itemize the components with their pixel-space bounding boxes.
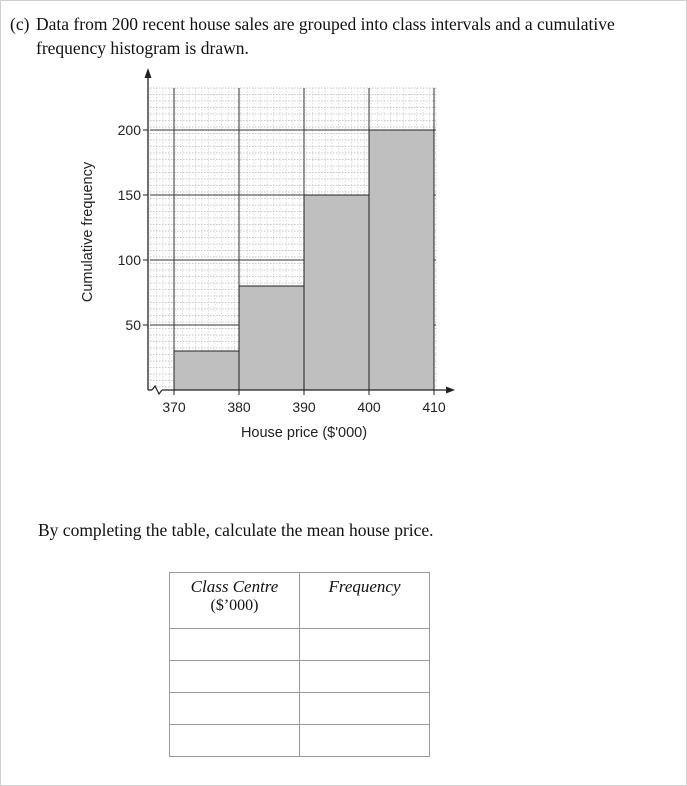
question-line-1: Data from 200 recent house sales are gro… [36,14,615,34]
y-tick-label: 100 [118,252,142,268]
answer-cell[interactable] [169,660,300,693]
y-tick-label: 150 [118,187,142,203]
instruction-text: By completing the table, calculate the m… [38,520,434,540]
x-axis-arrow [446,386,455,394]
histogram-bar [368,129,435,391]
table-row [169,660,430,693]
question-label: (c) [10,14,30,34]
x-tick-label: 400 [357,399,381,415]
histogram-bar [238,285,305,391]
x-axis-break [151,384,163,396]
answer-cell[interactable] [299,628,430,661]
header-class-centre-unit: ($’000) [210,597,259,614]
answer-cell[interactable] [299,692,430,725]
header-frequency: Frequency [299,572,430,629]
x-tick-label: 370 [162,399,186,415]
table-row [169,724,430,757]
answer-table: Class Centre ($’000) Frequency [169,572,430,757]
answer-cell[interactable] [299,724,430,757]
table-row [169,692,430,725]
question-line-2: frequency histogram is drawn. [36,38,249,58]
histogram-bar [173,350,240,391]
y-tick-label: 50 [125,317,141,333]
table-row [169,628,430,661]
y-axis-arrow [144,68,152,78]
answer-cell[interactable] [169,724,300,757]
header-class-centre: Class Centre ($’000) [169,572,300,629]
header-class-centre-label: Class Centre [190,577,279,596]
table-header-row: Class Centre ($’000) Frequency [169,572,430,629]
x-axis-label: House price ($'000) [241,425,367,441]
x-tick-label: 380 [227,399,251,415]
histogram-bar [303,194,370,391]
answer-cell[interactable] [169,628,300,661]
x-tick-label: 410 [422,399,446,415]
answer-cell[interactable] [169,692,300,725]
question-text: (c) Data from 200 recent house sales are … [10,12,670,60]
x-tick-label: 390 [292,399,316,415]
cumulative-frequency-histogram: 50 100 150 200 370 380 390 400 410 House price ($… [80,68,455,441]
y-tick-label: 200 [118,122,142,138]
y-axis-label: Cumulative frequency [80,161,96,302]
answer-cell[interactable] [299,660,430,693]
